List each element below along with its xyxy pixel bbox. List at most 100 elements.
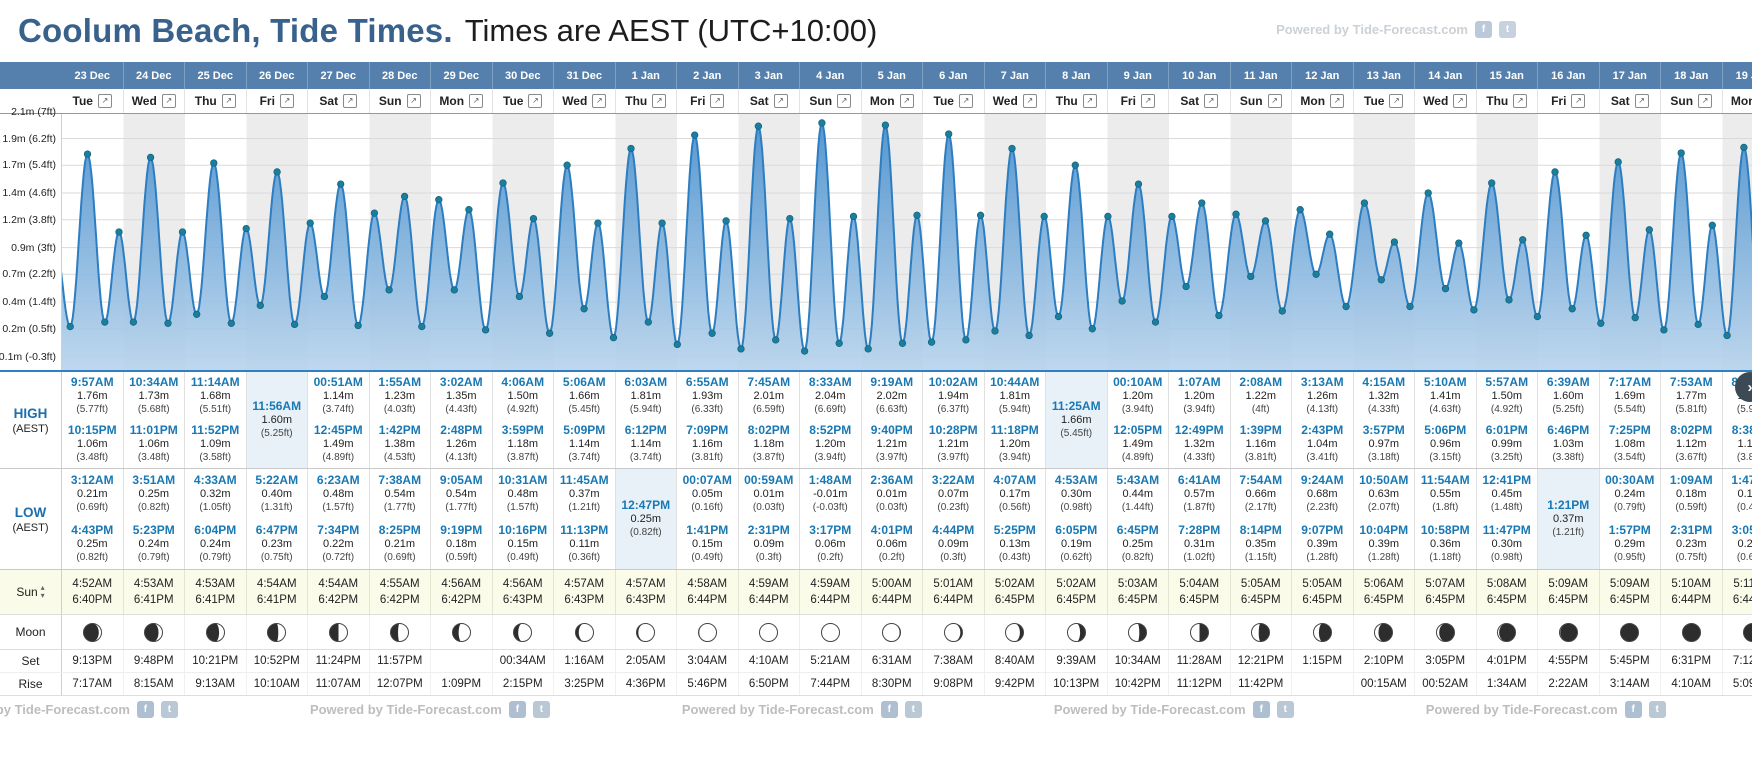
moonrise-time: 9:42PM (985, 673, 1046, 695)
moon-phase-icon (185, 615, 247, 649)
expand-icon[interactable]: ↗ (343, 94, 358, 108)
date-header: 5 Jan (862, 62, 923, 89)
sunset-time: 6:44PM (810, 594, 851, 606)
tide-entry: 5:06AM 1.66m (5.45ft) (554, 372, 615, 420)
twitter-icon[interactable]: t (1276, 701, 1294, 718)
tide-time: 12:41PM (1482, 473, 1532, 487)
watermark-text[interactable]: Powered by Tide-Forecast.com (1425, 702, 1618, 717)
tide-height-ft: (3.74ft) (629, 452, 662, 463)
expand-icon[interactable]: ↗ (1513, 94, 1528, 108)
tide-time: 2:08AM (1239, 375, 1283, 389)
weekday-cell: Fri ↗ (677, 89, 739, 113)
tide-height-ft: (3.48ft) (76, 452, 109, 463)
expand-icon[interactable]: ↗ (221, 94, 236, 108)
expand-icon[interactable]: ↗ (1698, 94, 1713, 108)
weekday-label: Sun (378, 94, 402, 108)
tide-height-m: 1.16m (1737, 438, 1752, 450)
tide-extreme-dot (193, 310, 201, 318)
expand-icon[interactable]: ↗ (710, 94, 725, 108)
expand-icon[interactable]: ↗ (1082, 94, 1097, 108)
expand-icon[interactable]: ↗ (97, 94, 112, 108)
twitter-icon[interactable]: t (532, 701, 550, 718)
tide-height-m: 0.06m (814, 538, 846, 550)
expand-icon[interactable]: ↗ (406, 94, 421, 108)
moonset-time: 4:10AM (739, 650, 800, 672)
watermark-text[interactable]: Powered by Tide-Forecast.com (681, 702, 874, 717)
moonset-time: 9:13PM (62, 650, 124, 672)
tide-height-ft: (0.43ft) (998, 552, 1031, 563)
facebook-icon[interactable]: f (1624, 701, 1642, 718)
expand-icon[interactable]: ↗ (1330, 94, 1345, 108)
facebook-icon[interactable]: f (1475, 21, 1492, 38)
watermark-text[interactable]: Powered by Tide-Forecast.com (1276, 22, 1468, 37)
expand-icon[interactable]: ↗ (1453, 94, 1468, 108)
expand-icon[interactable]: ↗ (161, 94, 176, 108)
facebook-icon[interactable]: f (508, 701, 526, 718)
expand-icon[interactable]: ↗ (469, 94, 484, 108)
tide-time: 1:57PM (1608, 523, 1651, 537)
facebook-icon[interactable]: f (136, 701, 154, 718)
tide-time: 6:01PM (1485, 423, 1528, 437)
low-tz-label: (AEST) (12, 521, 49, 534)
watermark-text[interactable]: Powered by Tide-Forecast.com (309, 702, 502, 717)
watermark-text[interactable]: Powered by Tide-Forecast.com (1053, 702, 1246, 717)
date-header: 8 Jan (1046, 62, 1108, 89)
expand-icon[interactable]: ↗ (837, 94, 852, 108)
expand-icon[interactable]: ↗ (958, 94, 973, 108)
expand-icon[interactable]: ↗ (528, 94, 543, 108)
scroll-next-button[interactable]: › (1735, 372, 1752, 402)
date-header: 12 Jan (1292, 62, 1354, 89)
high-tide-cell: 3:13AM 1.26m (4.13ft) 2:43PM 1.04m (3.41ft) (1292, 372, 1354, 468)
tide-height-ft: (6.37ft) (937, 404, 970, 415)
tide-extreme-dot (385, 286, 393, 294)
twitter-icon[interactable]: t (1499, 21, 1516, 38)
expand-icon[interactable]: ↗ (1022, 94, 1037, 108)
tide-extreme-dot (1740, 143, 1748, 152)
expand-icon[interactable]: ↗ (1389, 94, 1404, 108)
tide-extreme-dot (580, 305, 588, 313)
tide-time: 5:57AM (1485, 375, 1529, 389)
facebook-icon[interactable]: f (1252, 701, 1270, 718)
weekday-label: Wed (1423, 94, 1449, 108)
tide-time: 7:28PM (1178, 523, 1221, 537)
weekday-label: Wed (992, 94, 1018, 108)
sunrise-time: 5:03AM (1117, 578, 1158, 590)
tide-time: 3:05PM (1731, 523, 1752, 537)
tide-height-m: 1.66m (1060, 414, 1092, 426)
twitter-icon[interactable]: t (160, 701, 178, 718)
facebook-icon[interactable]: f (880, 701, 898, 718)
tide-entry: 4:33AM 0.32m (1.05ft) (185, 469, 246, 519)
tide-entry: 12:47PM 0.25m (0.82ft) (616, 499, 677, 539)
twitter-icon[interactable]: t (1648, 701, 1666, 718)
expand-icon[interactable]: ↗ (899, 94, 914, 108)
tide-entry: 7:09PM 1.16m (3.81ft) (677, 420, 738, 468)
expand-icon[interactable]: ↗ (773, 94, 788, 108)
expand-icon[interactable]: ↗ (1634, 94, 1649, 108)
weekday-label: Mon (1730, 94, 1752, 108)
expand-icon[interactable]: ↗ (279, 94, 294, 108)
expand-icon[interactable]: ↗ (1267, 94, 1282, 108)
tide-extreme-dot (627, 144, 635, 153)
tide-time: 6:03AM (624, 375, 668, 389)
weekday-label: Tue (503, 94, 524, 108)
expand-icon[interactable]: ↗ (592, 94, 607, 108)
tide-height-m: 0.01m (876, 488, 908, 500)
high-tide-cell: 3:02AM 1.35m (4.43ft) 2:48PM 1.26m (4.13ft) (431, 372, 493, 468)
high-tide-cell: 11:25AM 1.66m (5.45ft) (1046, 372, 1108, 468)
watermark-footer[interactable]: Powered by Tide-Forecast.com ft (0, 701, 178, 718)
watermark-top[interactable]: Powered by Tide-Forecast.com f t (1276, 21, 1516, 38)
twitter-icon[interactable]: t (904, 701, 922, 718)
expand-icon[interactable]: ↗ (1204, 94, 1219, 108)
low-tide-cell: 1:09AM 0.18m (0.59ft) 2:31PM 0.23m (0.75ft) (1661, 469, 1723, 569)
tide-time: 5:25PM (993, 523, 1036, 537)
watermark-text[interactable]: Powered by Tide-Forecast.com (0, 702, 130, 717)
tide-extreme-dot (1008, 144, 1016, 153)
expand-icon[interactable]: ↗ (1140, 94, 1155, 108)
weekday-cell: Sat ↗ (1600, 89, 1661, 113)
expand-icon[interactable]: ↗ (1571, 94, 1586, 108)
expand-icon[interactable]: ↗ (652, 94, 667, 108)
